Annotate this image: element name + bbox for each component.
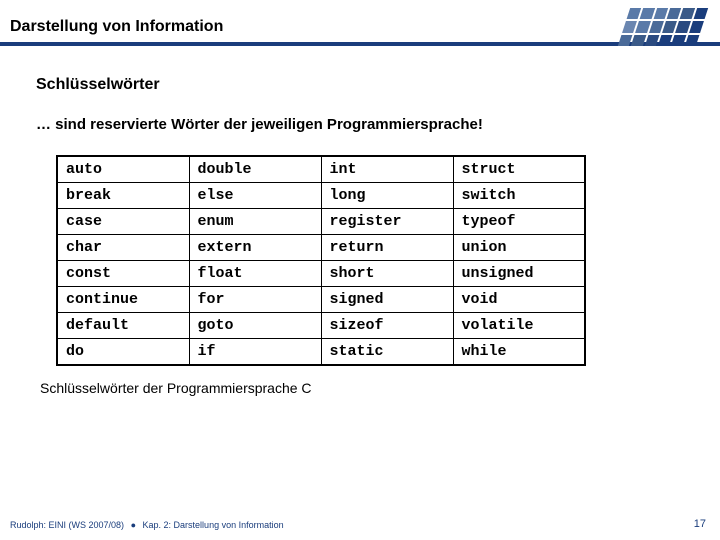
table-cell: int [321, 156, 453, 183]
page-number: 17 [694, 518, 706, 530]
table-row: autodoubleintstruct [57, 156, 585, 183]
table-cell: default [57, 313, 189, 339]
table-cell: double [189, 156, 321, 183]
logo-cell [693, 8, 708, 19]
table-cell: case [57, 209, 189, 235]
table-row: defaultgotosizeofvolatile [57, 313, 585, 339]
table-cell: goto [189, 313, 321, 339]
header-underline [0, 42, 720, 46]
table-cell: sizeof [321, 313, 453, 339]
table-cell: continue [57, 287, 189, 313]
table-cell: enum [189, 209, 321, 235]
table-cell: signed [321, 287, 453, 313]
table-cell: char [57, 235, 189, 261]
table-cell: extern [189, 235, 321, 261]
table-cell: const [57, 261, 189, 287]
table-cell: typeof [453, 209, 585, 235]
content-intro: … sind reservierte Wörter der jeweiligen… [36, 116, 684, 133]
table-cell: return [321, 235, 453, 261]
table-cell: float [189, 261, 321, 287]
table-cell: short [321, 261, 453, 287]
slide-content: Schlüsselwörter … sind reservierte Wörte… [0, 48, 720, 396]
table-row: doifstaticwhile [57, 339, 585, 366]
table-caption: Schlüsselwörter der Programmiersprache C [40, 380, 684, 396]
table-cell: register [321, 209, 453, 235]
footer-chapter: Kap. 2: Darstellung von Information [143, 520, 284, 530]
table-cell: else [189, 183, 321, 209]
table-cell: struct [453, 156, 585, 183]
table-cell: static [321, 339, 453, 366]
table-cell: auto [57, 156, 189, 183]
table-row: constfloatshortunsigned [57, 261, 585, 287]
footer-author: Rudolph: EINI (WS 2007/08) [10, 520, 124, 530]
table-cell: long [321, 183, 453, 209]
table-cell: if [189, 339, 321, 366]
table-cell: for [189, 287, 321, 313]
footer-bullet-icon: ● [131, 520, 136, 530]
table-cell: void [453, 287, 585, 313]
table-cell: switch [453, 183, 585, 209]
table-row: breakelselongswitch [57, 183, 585, 209]
slide-header: Darstellung von Information [0, 0, 720, 48]
logo-cell [689, 21, 704, 32]
table-cell: unsigned [453, 261, 585, 287]
table-cell: while [453, 339, 585, 366]
table-row: caseenumregistertypeof [57, 209, 585, 235]
table-cell: do [57, 339, 189, 366]
table-cell: volatile [453, 313, 585, 339]
table-cell: union [453, 235, 585, 261]
content-subtitle: Schlüsselwörter [36, 76, 684, 94]
keyword-table: autodoubleintstructbreakelselongswitchca… [56, 155, 586, 366]
table-cell: break [57, 183, 189, 209]
table-row: continueforsignedvoid [57, 287, 585, 313]
logo-icon [618, 8, 708, 46]
table-row: charexternreturnunion [57, 235, 585, 261]
header-title: Darstellung von Information [10, 18, 223, 36]
slide-footer: Rudolph: EINI (WS 2007/08) ● Kap. 2: Dar… [10, 520, 284, 530]
